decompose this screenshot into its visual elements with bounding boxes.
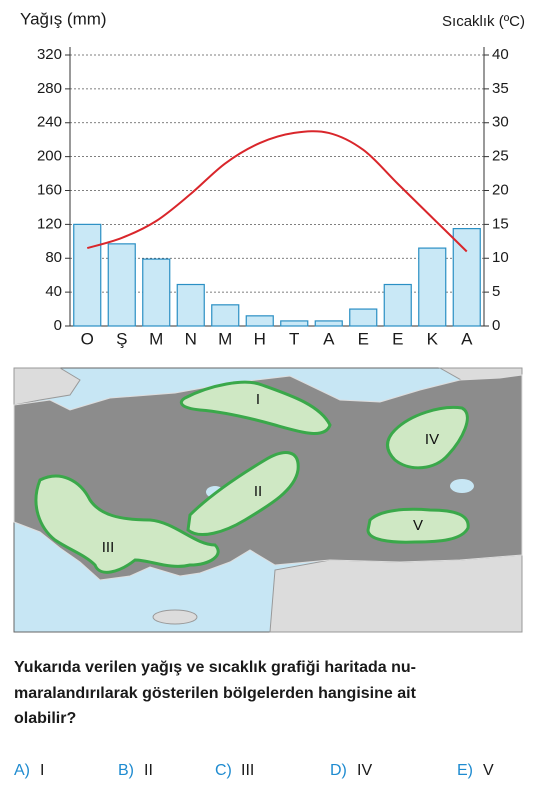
map-label: I: [256, 391, 260, 408]
map-label: IV: [425, 431, 439, 448]
question-line: olabilir?: [14, 710, 76, 727]
option-text[interactable]: IV: [357, 762, 372, 779]
region-iii: [34, 474, 220, 574]
x-tick-label: M: [149, 329, 163, 348]
region-v: [366, 507, 470, 544]
x-tick-label: E: [358, 329, 369, 348]
map-label: II: [254, 483, 262, 500]
y-tick-label: 320: [37, 46, 62, 63]
options: A) I B) II C) III D) IV E) V: [14, 762, 494, 779]
y-tick-label: 80: [45, 249, 62, 266]
bar: [280, 320, 309, 327]
bar: [349, 308, 378, 327]
y-axis-title: Yağış (mm): [20, 9, 107, 28]
y-tick-label: 120: [37, 215, 62, 232]
x-tick-label: E: [392, 329, 403, 348]
y-tick-label: 280: [37, 80, 62, 97]
map: I II III IV V: [13, 367, 523, 633]
x-tick-label: Ş: [116, 329, 127, 348]
x-tick-label: K: [427, 329, 439, 348]
neighbor-land: [269, 554, 523, 633]
x-tick-label: H: [254, 329, 266, 348]
option-letter[interactable]: D): [330, 762, 347, 779]
y-tick-label: 200: [37, 148, 62, 165]
bar: [176, 283, 205, 327]
y-tick-label: 0: [54, 317, 62, 334]
option-text[interactable]: III: [241, 762, 254, 779]
y2-tick-label: 40: [492, 46, 509, 63]
option-text[interactable]: II: [144, 762, 153, 779]
y-tick-label: 40: [45, 283, 62, 300]
region-i: [179, 380, 332, 435]
option-letter[interactable]: A): [14, 762, 30, 779]
y2-tick-label: 20: [492, 181, 509, 198]
bar: [314, 320, 343, 327]
y2-tick-label: 0: [492, 317, 500, 334]
region-ii: [186, 451, 300, 537]
option-text[interactable]: V: [483, 762, 494, 779]
bar: [383, 283, 412, 327]
question-line: Yukarıda verilen yağış ve sıcaklık grafi…: [14, 659, 416, 676]
region-iv: [386, 405, 469, 470]
y-tick-label: 160: [37, 181, 62, 198]
bar: [73, 223, 102, 327]
x-tick-label: M: [218, 329, 232, 348]
bar: [452, 228, 481, 327]
bar: [211, 304, 240, 327]
question-line: maralandırılarak gösterilen bölgelerden …: [14, 685, 417, 702]
bar: [107, 243, 136, 327]
map-label: V: [413, 517, 423, 534]
x-tick-label: T: [289, 329, 299, 348]
option-letter[interactable]: C): [215, 762, 232, 779]
y2-tick-label: 15: [492, 215, 509, 232]
option-letter[interactable]: E): [457, 762, 473, 779]
lake: [450, 479, 474, 493]
island: [152, 609, 198, 625]
bar: [418, 247, 447, 327]
option-letter[interactable]: B): [118, 762, 134, 779]
x-tick-label: A: [461, 329, 473, 348]
x-tick-label: O: [81, 329, 94, 348]
y2-tick-label: 35: [492, 80, 509, 97]
x-tick-label: N: [185, 329, 197, 348]
y2-tick-label: 5: [492, 283, 500, 300]
option-text[interactable]: I: [40, 762, 44, 779]
y-tick-label: 240: [37, 114, 62, 131]
temperature-line: [86, 130, 468, 253]
y2-axis-title: Sıcaklık (ºC): [442, 13, 525, 30]
y2-tick-label: 25: [492, 148, 509, 165]
y2-tick-label: 30: [492, 114, 509, 131]
map-label: III: [102, 539, 115, 556]
y2-tick-label: 10: [492, 249, 509, 266]
x-tick-label: A: [323, 329, 335, 348]
bar: [142, 258, 171, 327]
chart: 0 40 80 120 160 200 240 280 320 0 5 10 15 20 25 30 35 40 O…: [37, 46, 509, 349]
bar: [245, 315, 274, 327]
